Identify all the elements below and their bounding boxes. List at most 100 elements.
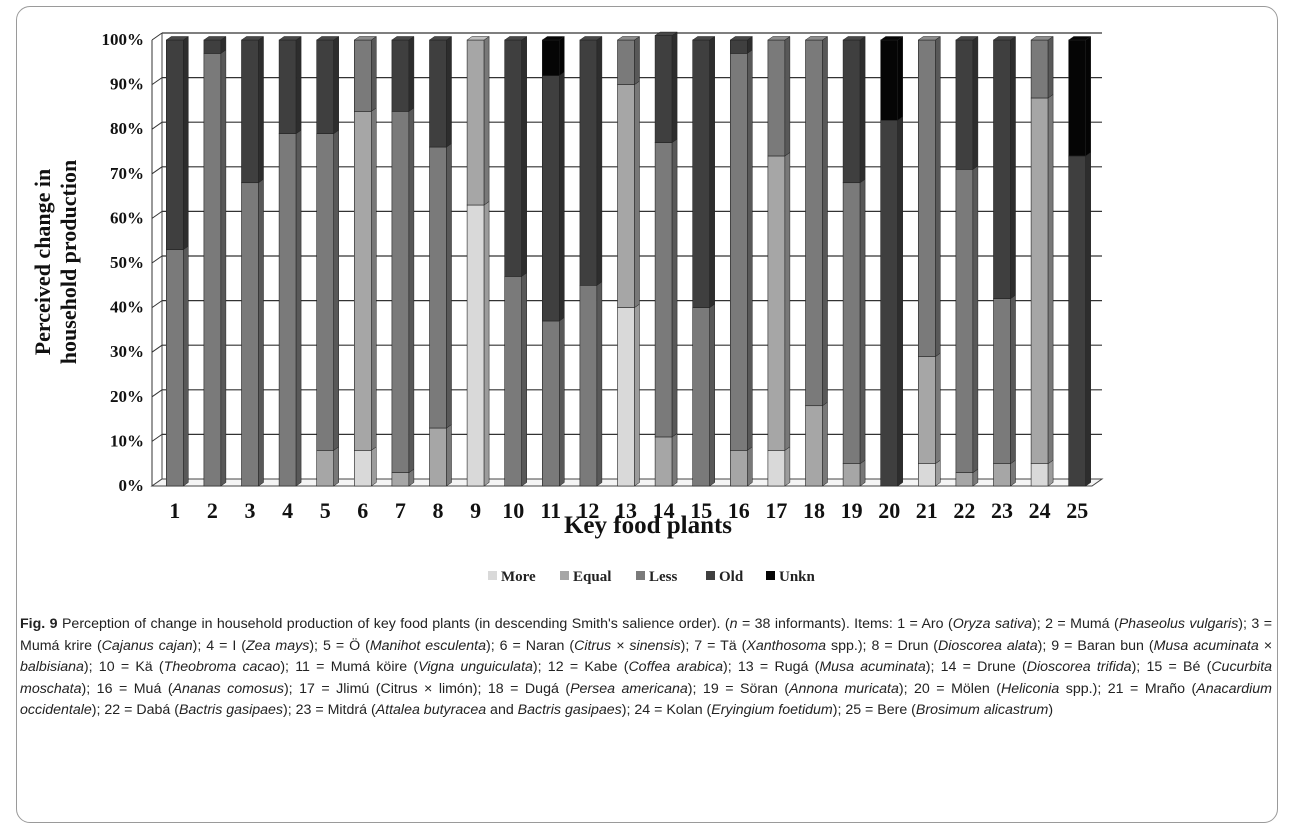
bar-segment-less <box>767 36 791 157</box>
gridline-tick <box>151 433 163 442</box>
bar-segment-more <box>617 303 640 487</box>
bar-segment-old <box>842 36 866 184</box>
bar-segment-old <box>166 36 189 251</box>
x-tick-label: 1 <box>169 498 180 523</box>
legend-label: Old <box>719 569 744 585</box>
bar-segment-old <box>278 36 302 135</box>
caption-label: Fig. 9 <box>20 616 58 632</box>
x-tick-label: 14 <box>653 498 675 523</box>
bar-top-cap <box>466 36 490 41</box>
bar-segment-equal <box>429 424 452 487</box>
bar-top-cap <box>579 36 603 41</box>
bar-segment-unkn <box>880 36 903 121</box>
bar-segment-old <box>955 36 979 170</box>
gridline-tick <box>151 255 163 264</box>
bar-segment-equal <box>353 107 377 451</box>
x-tick-label: 25 <box>1066 498 1088 523</box>
bar-top-cap <box>428 36 453 41</box>
x-axis-label: Key food plants <box>564 512 732 539</box>
y-tick-label: 10% <box>110 431 144 450</box>
x-tick-label: 13 <box>615 498 637 523</box>
x-tick-label: 8 <box>433 498 444 523</box>
bar-segment-less <box>541 316 565 487</box>
bar-segment-unkn <box>541 36 565 77</box>
caption-text: Perception of change in household produc… <box>20 616 1273 718</box>
bar-top-cap <box>353 36 378 41</box>
bar-top-cap <box>691 36 716 41</box>
bar-segment-less <box>203 49 227 487</box>
y-tick-label: 0% <box>119 476 145 495</box>
x-tick-label: 22 <box>953 498 975 523</box>
bar-segment-unkn <box>1068 36 1091 157</box>
gridline-tick <box>151 121 163 130</box>
bar-segment-equal <box>466 36 490 206</box>
x-tick-label: 4 <box>282 498 293 523</box>
gridline-tick <box>151 32 163 41</box>
x-tick-label: 15 <box>690 498 712 523</box>
bar-top-cap <box>203 36 227 41</box>
bar-segment-old <box>203 36 227 54</box>
x-tick-label: 6 <box>357 498 368 523</box>
bar-segment-old <box>579 36 603 286</box>
legend-label: Less <box>649 569 678 585</box>
bar-segment-old <box>391 36 415 112</box>
legend-label: More <box>501 569 536 585</box>
bar-segment-less <box>955 165 979 474</box>
bar-segment-equal <box>1030 93 1054 465</box>
y-tick-label: 80% <box>110 119 144 138</box>
bar-segment-less <box>842 178 866 465</box>
axes: 0%10%20%30%40%50%60%70%80%90%100%1 2 3 4 5 6 7… <box>102 30 1089 523</box>
bar-segment-less <box>429 143 452 429</box>
x-tick-label: 16 <box>728 498 750 523</box>
gridline-tick <box>151 344 163 353</box>
x-tick-label: 18 <box>803 498 825 523</box>
bar-segment-less <box>316 129 339 451</box>
legend-swatch <box>766 571 775 580</box>
bar-segment-less <box>241 178 264 487</box>
stacked-bar-chart: 0%10%20%30%40%50%60%70%80%90%100%1 2 3 4 5 6 7… <box>30 30 1104 585</box>
bar-top-cap <box>503 36 528 41</box>
bar-segment-less <box>579 281 603 487</box>
legend-label: Equal <box>573 569 611 585</box>
gridline-tick <box>151 300 163 309</box>
legend-item-old: Old <box>706 569 744 585</box>
legend-item-less: Less <box>636 569 678 585</box>
bar-top-cap <box>616 36 641 41</box>
bar-top-cap <box>767 36 791 41</box>
bar-segment-less <box>391 107 415 474</box>
gridline-tick <box>151 389 163 398</box>
bar-segment-old <box>880 116 903 487</box>
bar-segment-less <box>353 36 377 112</box>
bar-top-cap <box>1030 36 1054 41</box>
bar-top-cap <box>165 36 190 41</box>
legend-swatch <box>706 571 715 580</box>
bar-top-cap <box>842 36 866 41</box>
legend-label: Unkn <box>779 569 816 585</box>
bar-segment-equal <box>993 459 1016 487</box>
y-tick-label: 20% <box>110 387 144 406</box>
bar-segment-less <box>993 294 1016 465</box>
bars <box>165 31 1092 487</box>
x-tick-label: 5 <box>320 498 331 523</box>
bar-segment-old <box>429 36 452 148</box>
figure-frame <box>16 6 1278 823</box>
bar-top-cap <box>955 36 979 41</box>
bar-top-cap <box>315 36 340 41</box>
bar-segment-more <box>917 459 941 487</box>
legend-swatch <box>636 571 645 580</box>
bar-segment-equal <box>767 151 791 451</box>
bar-segment-more <box>767 446 791 487</box>
bar-segment-less <box>617 36 640 86</box>
legend-swatch <box>560 571 569 580</box>
bar-segment-less <box>166 245 189 487</box>
legend-item-more: More <box>488 569 536 585</box>
bar-segment-less <box>805 36 828 407</box>
x-tick-label: 12 <box>577 498 599 523</box>
bar-segment-less <box>917 36 941 358</box>
gridline-tick <box>151 166 163 175</box>
x-tick-label: 9 <box>470 498 481 523</box>
bar-top-cap <box>804 36 829 41</box>
x-tick-label: 19 <box>841 498 863 523</box>
bar-top-cap <box>541 36 566 41</box>
bar-segment-equal <box>617 80 640 309</box>
